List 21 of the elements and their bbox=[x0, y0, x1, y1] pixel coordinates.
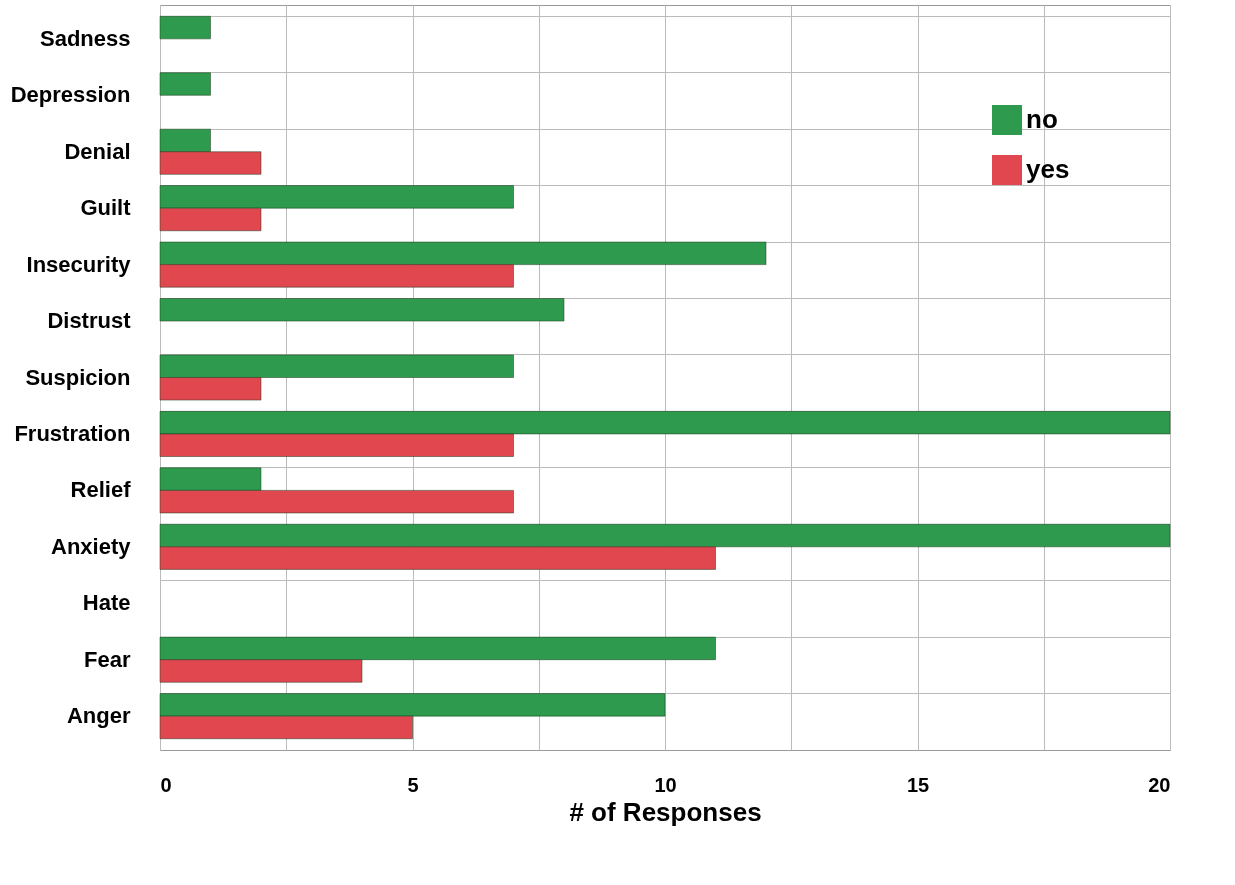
y-tick-label: Frustration bbox=[14, 420, 131, 446]
x-tick-label: 5 bbox=[407, 773, 419, 796]
x-axis-title: # of Responses bbox=[569, 796, 762, 827]
y-tick-label: Denial bbox=[64, 138, 131, 164]
x-tick-label: 20 bbox=[1148, 773, 1171, 796]
y-tick-label: Guilt bbox=[80, 195, 132, 221]
x-tick-label: 10 bbox=[654, 773, 677, 796]
legend-label: no bbox=[1026, 104, 1058, 134]
y-tick-label: Fear bbox=[84, 646, 131, 672]
legend-label: yes bbox=[1026, 154, 1070, 184]
y-tick-label: Sadness bbox=[40, 25, 131, 51]
y-tick-label: Insecurity bbox=[26, 251, 132, 277]
x-tick-label: 0 bbox=[160, 773, 172, 796]
y-tick-label: Distrust bbox=[47, 308, 132, 334]
y-tick-label: Anger bbox=[66, 703, 131, 729]
y-tick-label: Hate bbox=[82, 590, 131, 616]
y-tick-label: Depression bbox=[10, 82, 131, 108]
y-tick-label: Relief bbox=[70, 477, 132, 503]
x-tick-label: 15 bbox=[906, 773, 930, 796]
y-tick-label: Suspicion bbox=[25, 364, 131, 390]
y-tick-label: Anxiety bbox=[51, 533, 132, 559]
